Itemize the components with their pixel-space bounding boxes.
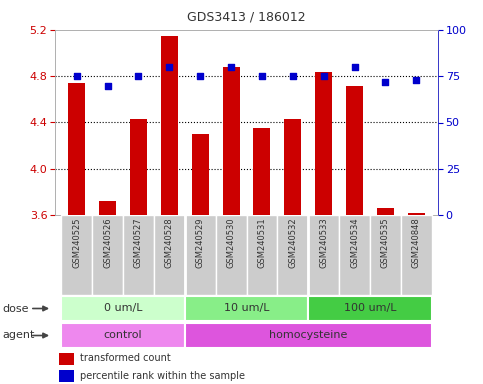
Bar xyxy=(161,36,178,215)
Point xyxy=(165,64,173,70)
Bar xyxy=(99,201,116,215)
Text: GDS3413 / 186012: GDS3413 / 186012 xyxy=(187,10,306,23)
Point xyxy=(320,73,327,79)
Bar xyxy=(59,370,74,382)
Text: GSM240533: GSM240533 xyxy=(319,217,328,268)
Bar xyxy=(59,353,74,365)
Bar xyxy=(346,86,363,215)
Point xyxy=(351,64,358,70)
Text: GSM240527: GSM240527 xyxy=(134,217,143,268)
Text: agent: agent xyxy=(2,331,34,341)
Point xyxy=(289,73,297,79)
Bar xyxy=(185,215,215,295)
Bar xyxy=(61,215,92,295)
Bar xyxy=(61,323,185,348)
Text: GSM240530: GSM240530 xyxy=(227,217,236,268)
Bar xyxy=(377,208,394,215)
Text: control: control xyxy=(104,331,142,341)
Bar xyxy=(408,213,425,215)
Bar xyxy=(154,215,185,295)
Bar xyxy=(308,215,339,295)
Bar xyxy=(401,215,432,295)
Bar xyxy=(123,215,154,295)
Text: GSM240535: GSM240535 xyxy=(381,217,390,268)
Bar xyxy=(308,296,432,321)
Bar xyxy=(61,296,185,321)
Point xyxy=(104,83,112,89)
Bar xyxy=(215,215,246,295)
Text: 10 um/L: 10 um/L xyxy=(224,303,269,313)
Text: homocysteine: homocysteine xyxy=(269,331,347,341)
Bar xyxy=(246,215,277,295)
Bar xyxy=(254,128,270,215)
Bar xyxy=(284,119,301,215)
Text: dose: dose xyxy=(2,303,28,313)
Bar xyxy=(92,215,123,295)
Point xyxy=(382,79,389,85)
Text: percentile rank within the sample: percentile rank within the sample xyxy=(80,371,245,381)
Bar xyxy=(185,323,432,348)
Text: GSM240532: GSM240532 xyxy=(288,217,298,268)
Point xyxy=(258,73,266,79)
Text: GSM240525: GSM240525 xyxy=(72,217,81,268)
Bar xyxy=(130,119,147,215)
Text: GSM240528: GSM240528 xyxy=(165,217,174,268)
Bar xyxy=(185,296,308,321)
Bar xyxy=(315,72,332,215)
Bar xyxy=(68,83,85,215)
Point xyxy=(227,64,235,70)
Text: transformed count: transformed count xyxy=(80,353,170,363)
Point xyxy=(412,77,420,83)
Bar xyxy=(192,134,209,215)
Bar xyxy=(339,215,370,295)
Point xyxy=(73,73,81,79)
Text: GSM240526: GSM240526 xyxy=(103,217,112,268)
Text: GSM240531: GSM240531 xyxy=(257,217,267,268)
Text: 100 um/L: 100 um/L xyxy=(344,303,396,313)
Bar xyxy=(370,215,401,295)
Text: GSM240529: GSM240529 xyxy=(196,217,205,268)
Point xyxy=(135,73,142,79)
Text: 0 um/L: 0 um/L xyxy=(104,303,142,313)
Bar xyxy=(223,67,240,215)
Text: GSM240848: GSM240848 xyxy=(412,217,421,268)
Point xyxy=(196,73,204,79)
Bar xyxy=(277,215,308,295)
Text: GSM240534: GSM240534 xyxy=(350,217,359,268)
